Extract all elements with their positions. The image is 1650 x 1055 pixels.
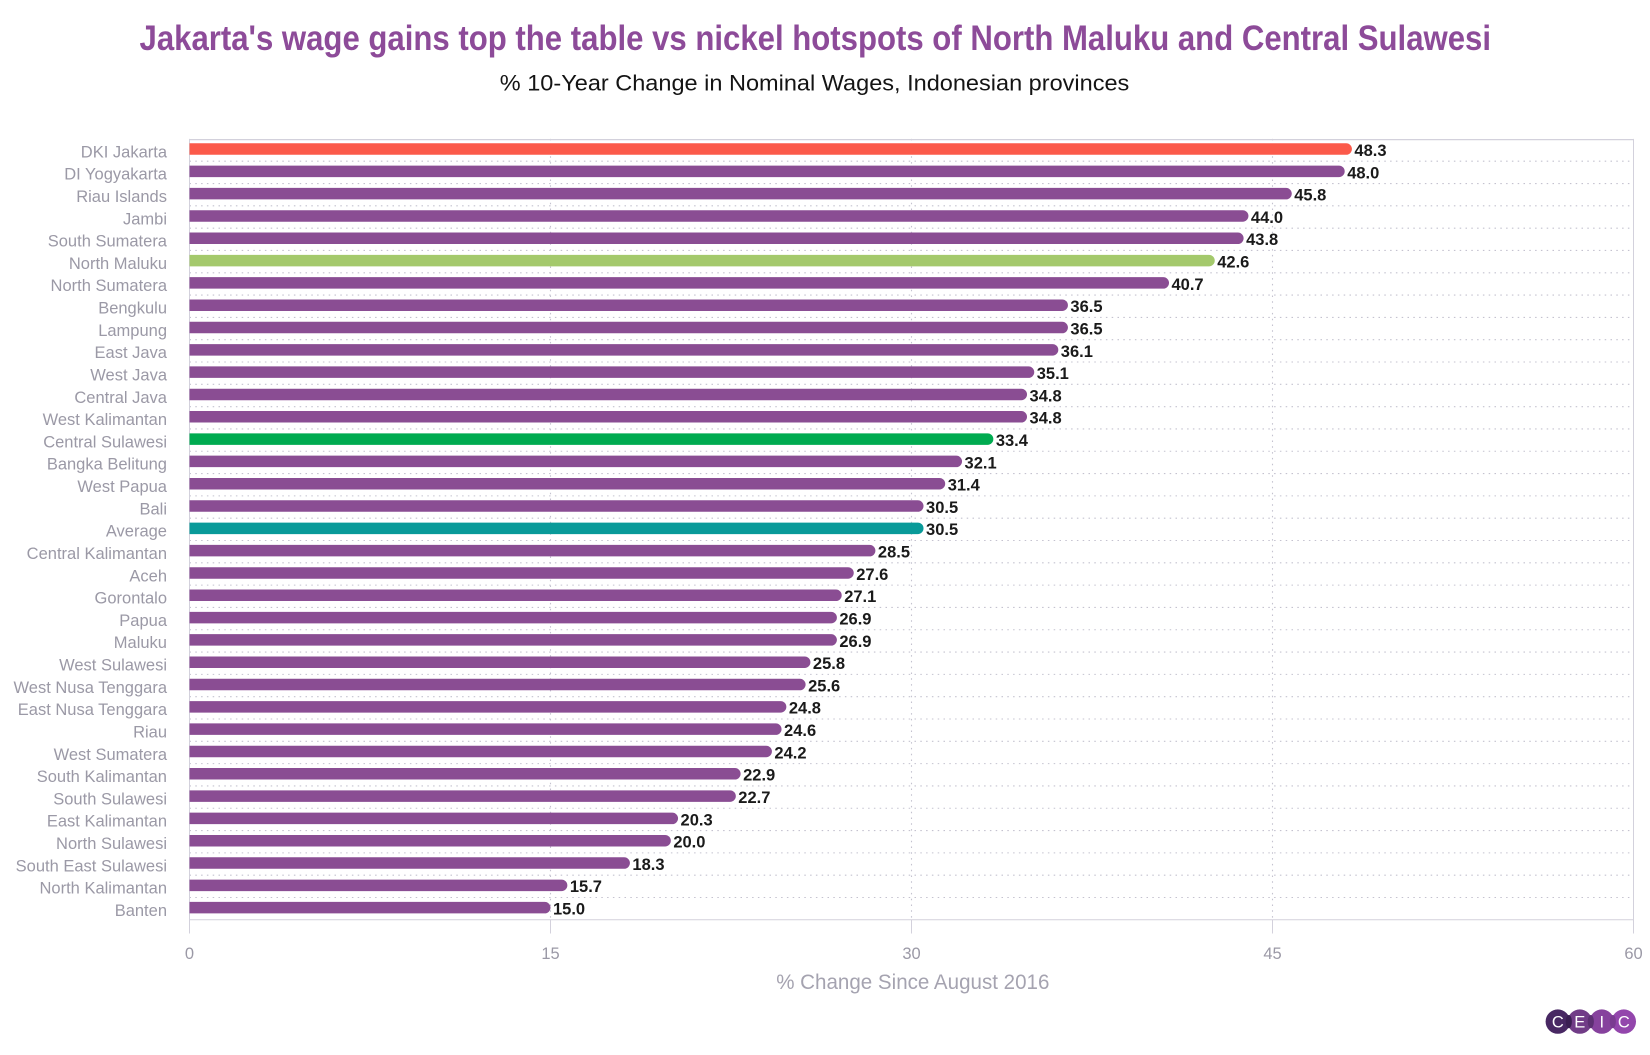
svg-text:18.3: 18.3 [632, 856, 664, 874]
svg-text:30: 30 [902, 945, 920, 963]
svg-text:North Maluku: North Maluku [69, 255, 167, 273]
svg-text:Bangka Belitung: Bangka Belitung [47, 456, 167, 474]
svg-text:North Kalimantan: North Kalimantan [40, 880, 167, 898]
svg-text:15.0: 15.0 [553, 901, 585, 919]
svg-text:26.9: 26.9 [839, 610, 871, 628]
svg-text:36.1: 36.1 [1061, 343, 1093, 361]
svg-text:DI Yogyakarta: DI Yogyakarta [64, 166, 168, 184]
svg-text:South Kalimantan: South Kalimantan [37, 768, 167, 786]
svg-text:Riau Islands: Riau Islands [76, 188, 167, 206]
svg-text:48.3: 48.3 [1354, 142, 1386, 160]
svg-text:27.6: 27.6 [856, 566, 888, 584]
svg-text:25.8: 25.8 [813, 655, 845, 673]
svg-text:24.8: 24.8 [789, 700, 821, 718]
svg-text:22.7: 22.7 [738, 789, 770, 807]
svg-text:25.6: 25.6 [808, 677, 840, 695]
svg-text:West Papua: West Papua [77, 478, 167, 496]
svg-text:36.5: 36.5 [1070, 298, 1102, 316]
svg-text:15: 15 [541, 945, 559, 963]
svg-text:28.5: 28.5 [878, 544, 910, 562]
svg-text:Riau: Riau [133, 723, 167, 741]
svg-text:30.5: 30.5 [926, 521, 958, 539]
svg-text:DKI Jakarta: DKI Jakarta [81, 143, 168, 161]
svg-text:60: 60 [1624, 945, 1642, 963]
svg-text:22.9: 22.9 [743, 767, 775, 785]
svg-text:East Kalimantan: East Kalimantan [47, 813, 167, 831]
svg-text:Central Java: Central Java [74, 389, 167, 407]
svg-text:48.0: 48.0 [1347, 164, 1379, 182]
svg-text:South Sumatera: South Sumatera [48, 233, 168, 251]
svg-text:South Sulawesi: South Sulawesi [53, 790, 167, 808]
svg-text:34.8: 34.8 [1030, 410, 1062, 428]
svg-text:I: I [1600, 1014, 1605, 1032]
svg-text:24.6: 24.6 [784, 722, 816, 740]
svg-text:32.1: 32.1 [965, 454, 997, 472]
svg-text:20.0: 20.0 [673, 834, 705, 852]
svg-text:35.1: 35.1 [1037, 365, 1069, 383]
svg-text:27.1: 27.1 [844, 588, 876, 606]
svg-text:Central Kalimantan: Central Kalimantan [27, 545, 167, 563]
svg-text:South East Sulawesi: South East Sulawesi [16, 857, 167, 875]
svg-text:26.9: 26.9 [839, 633, 871, 651]
svg-text:% Change Since August 2016: % Change Since August 2016 [776, 970, 1049, 994]
svg-text:East Nusa Tenggara: East Nusa Tenggara [18, 701, 168, 719]
svg-text:Aceh: Aceh [129, 567, 167, 585]
svg-text:0: 0 [185, 945, 194, 963]
svg-text:West Sumatera: West Sumatera [54, 746, 168, 764]
svg-text:Banten: Banten [115, 902, 167, 920]
svg-text:45: 45 [1263, 945, 1281, 963]
svg-text:Jakarta's wage gains top the t: Jakarta's wage gains top the table vs ni… [140, 19, 1492, 58]
svg-text:Maluku: Maluku [114, 634, 167, 652]
svg-text:West Kalimantan: West Kalimantan [43, 411, 167, 429]
svg-text:Jambi: Jambi [123, 210, 167, 228]
svg-text:45.8: 45.8 [1294, 187, 1326, 205]
svg-text:20.3: 20.3 [681, 811, 713, 829]
svg-text:Bali: Bali [139, 500, 167, 518]
svg-text:C: C [1552, 1014, 1564, 1032]
svg-text:40.7: 40.7 [1172, 276, 1204, 294]
svg-text:West Nusa Tenggara: West Nusa Tenggara [14, 679, 168, 697]
svg-text:36.5: 36.5 [1070, 320, 1102, 338]
svg-text:East Java: East Java [95, 344, 168, 362]
svg-text:34.8: 34.8 [1030, 387, 1062, 405]
svg-text:42.6: 42.6 [1217, 254, 1249, 272]
svg-text:Papua: Papua [119, 612, 168, 630]
svg-text:E: E [1574, 1014, 1585, 1032]
svg-text:Gorontalo: Gorontalo [95, 590, 167, 608]
svg-text:West Java: West Java [90, 366, 168, 384]
svg-text:15.7: 15.7 [570, 878, 602, 896]
svg-text:Bengkulu: Bengkulu [98, 300, 167, 318]
svg-text:Average: Average [106, 523, 167, 541]
svg-text:44.0: 44.0 [1251, 209, 1283, 227]
svg-text:Lampung: Lampung [98, 322, 167, 340]
svg-text:30.5: 30.5 [926, 499, 958, 517]
svg-text:C: C [1618, 1014, 1630, 1032]
svg-text:North Sumatera: North Sumatera [51, 277, 168, 295]
svg-text:% 10-Year Change in Nominal Wa: % 10-Year Change in Nominal Wages, Indon… [500, 70, 1130, 95]
svg-text:West Sulawesi: West Sulawesi [59, 657, 167, 675]
svg-text:33.4: 33.4 [996, 432, 1029, 450]
svg-text:31.4: 31.4 [948, 477, 981, 495]
svg-text:43.8: 43.8 [1246, 231, 1278, 249]
svg-text:24.2: 24.2 [774, 744, 806, 762]
svg-text:Central Sulawesi: Central Sulawesi [43, 433, 167, 451]
svg-text:North Sulawesi: North Sulawesi [56, 835, 167, 853]
